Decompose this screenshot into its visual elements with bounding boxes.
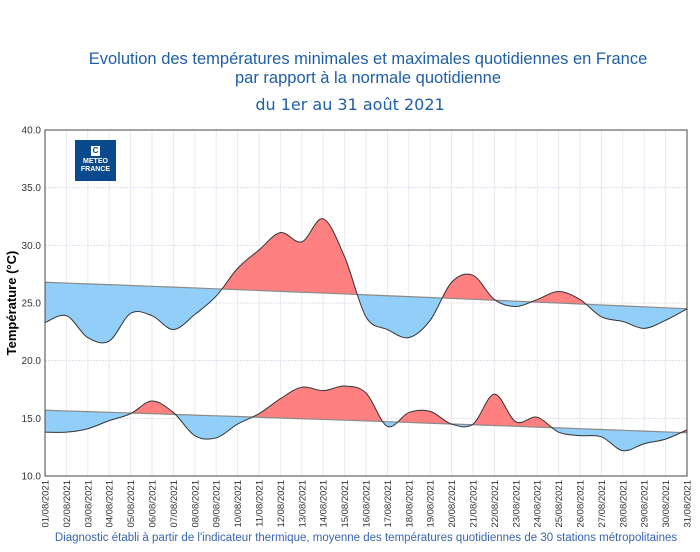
chart-subtitle: du 1er au 31 août 2021	[255, 95, 445, 114]
x-tick-label: 23/08/2021	[511, 480, 522, 528]
x-tick-label: 30/08/2021	[661, 480, 672, 528]
x-tick-label: 08/08/2021	[190, 480, 201, 528]
x-tick-label: 22/08/2021	[490, 480, 501, 528]
y-tick-label: 15.0	[22, 414, 42, 425]
x-tick-label: 04/08/2021	[105, 480, 116, 528]
x-tick-label: 06/08/2021	[148, 480, 159, 528]
x-tick-label: 20/08/2021	[447, 480, 458, 528]
x-tick-label: 17/08/2021	[383, 480, 394, 528]
tmin-above-normal-area	[45, 386, 687, 433]
x-tick-label: 21/08/2021	[469, 480, 480, 528]
x-tick-label: 09/08/2021	[212, 480, 223, 528]
x-tick-label: 29/08/2021	[640, 480, 651, 528]
plot-frame	[44, 129, 688, 477]
x-tick-label: 03/08/2021	[83, 480, 94, 528]
x-tick-label: 27/08/2021	[597, 480, 608, 528]
x-tick-label: 05/08/2021	[126, 480, 137, 528]
x-tick-label: 25/08/2021	[554, 480, 565, 528]
x-tick-label: 14/08/2021	[319, 480, 330, 528]
x-tick-label: 24/08/2021	[533, 480, 544, 528]
y-tick-label: 25.0	[22, 299, 42, 310]
chart-title-line1: Evolution des températures minimales et …	[88, 50, 648, 68]
logo-text-2: FRANCE	[80, 166, 111, 173]
x-tick-label: 02/08/2021	[62, 480, 73, 528]
logo-text-1: METEO	[83, 158, 108, 165]
x-tick-label: 12/08/2021	[276, 480, 287, 528]
x-tick-label: 07/08/2021	[169, 480, 180, 528]
y-tick-label: 20.0	[22, 356, 42, 367]
y-tick-label: 10.0	[22, 472, 42, 483]
x-tick-label: 26/08/2021	[576, 480, 587, 528]
meteo-france-logo: C METEO FRANCE	[75, 140, 116, 181]
y-tick-label: 30.0	[22, 241, 42, 252]
tmax-line	[44, 218, 688, 344]
x-tick-label: 19/08/2021	[426, 480, 437, 528]
x-tick-label: 18/08/2021	[404, 480, 415, 528]
chart-title-line2: par rapport à la normale quotidienne	[234, 69, 501, 87]
y-tick-label: 40.0	[22, 126, 42, 137]
tmax-below-normal-area	[45, 282, 687, 343]
tmax-normal-line	[44, 281, 688, 310]
x-tick-label: 13/08/2021	[297, 480, 308, 528]
x-tick-label: 10/08/2021	[233, 480, 244, 528]
chart-footer: Diagnostic établi à partir de l'indicate…	[54, 532, 678, 544]
x-tick-label: 01/08/2021	[41, 480, 52, 528]
x-tick-label: 15/08/2021	[340, 480, 351, 528]
y-axis-label: Température (°C)	[4, 251, 19, 356]
x-tick-label: 28/08/2021	[618, 480, 629, 528]
logo-symbol-icon: C	[91, 146, 100, 156]
tmin-line	[44, 385, 688, 452]
x-tick-label: 11/08/2021	[255, 480, 266, 527]
tmin-normal-line	[44, 409, 688, 434]
x-tick-label: 31/08/2021	[683, 480, 694, 528]
x-tick-label: 16/08/2021	[362, 480, 373, 528]
y-tick-label: 35.0	[22, 183, 42, 194]
